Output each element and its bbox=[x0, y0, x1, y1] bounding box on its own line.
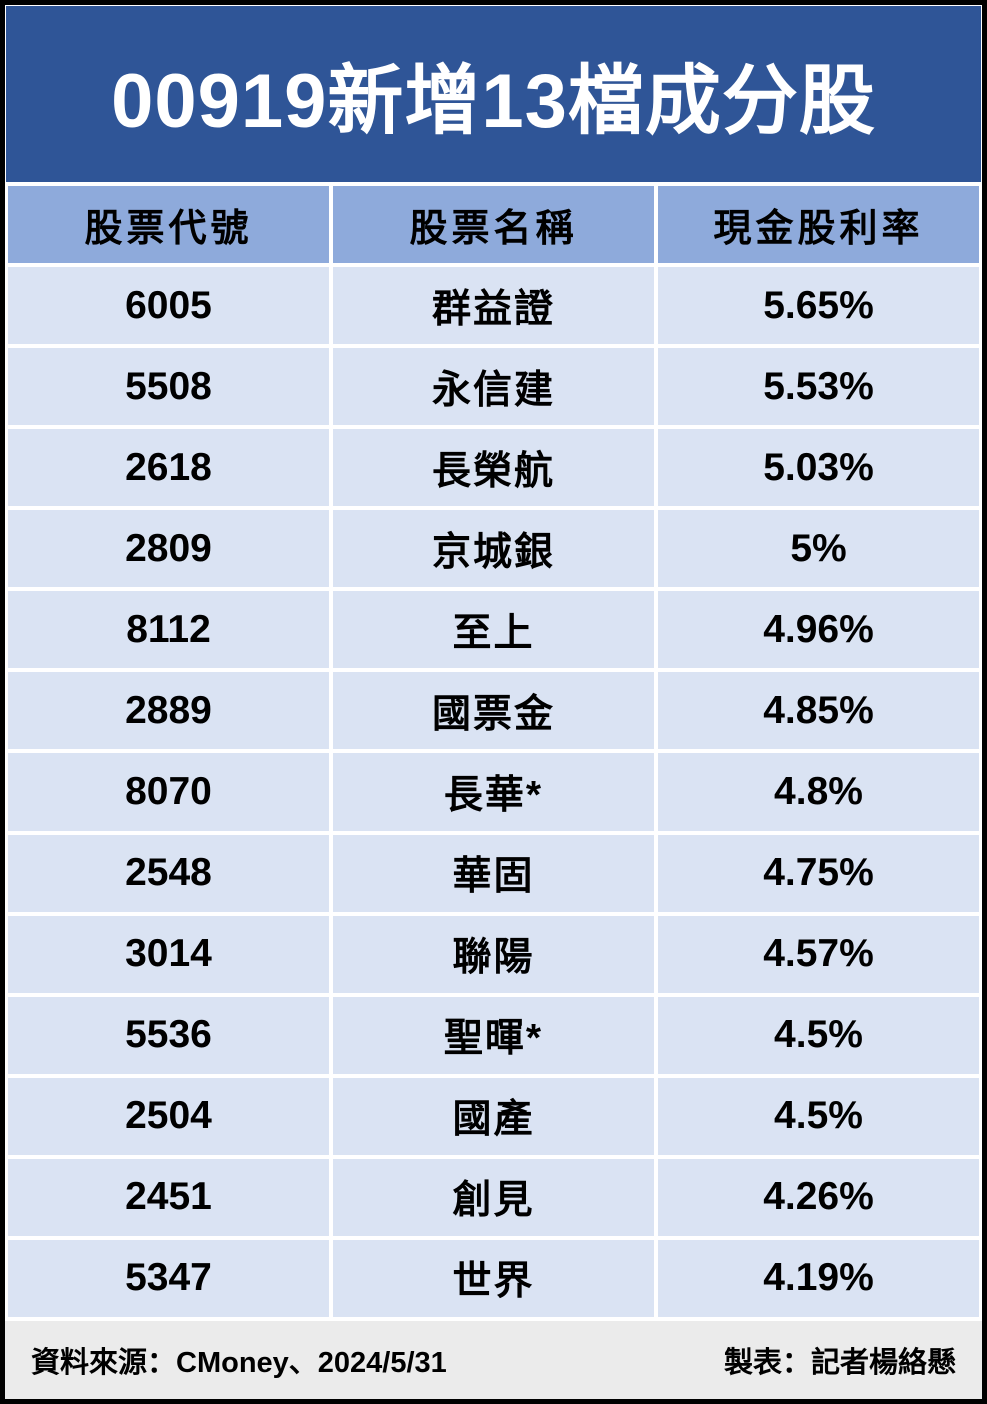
cell-stock-name: 長榮航 bbox=[333, 429, 654, 507]
cell-stock-name: 世界 bbox=[333, 1239, 654, 1317]
cell-stock-name: 永信建 bbox=[333, 348, 654, 426]
cell-stock-name: 至上 bbox=[333, 591, 654, 669]
cell-stock-name: 長華* bbox=[333, 753, 654, 831]
cell-stock-code: 2809 bbox=[8, 510, 329, 588]
cell-stock-code: 3014 bbox=[8, 915, 329, 993]
cell-stock-name: 華固 bbox=[333, 834, 654, 912]
cell-stock-code: 2548 bbox=[8, 834, 329, 912]
column-header-1: 股票名稱 bbox=[333, 186, 654, 264]
cell-stock-code: 2618 bbox=[8, 429, 329, 507]
cell-stock-name: 京城銀 bbox=[333, 510, 654, 588]
page-title: 00919新增13檔成分股 bbox=[111, 59, 876, 144]
cell-dividend-rate: 4.26% bbox=[658, 1158, 979, 1236]
cell-dividend-rate: 4.5% bbox=[658, 996, 979, 1074]
cell-stock-code: 8112 bbox=[8, 591, 329, 669]
cell-dividend-rate: 4.5% bbox=[658, 1077, 979, 1155]
cell-stock-code: 2504 bbox=[8, 1077, 329, 1155]
column-header-2: 現金股利率 bbox=[658, 186, 979, 264]
footer-bar: 資料來源：CMoney、2024/5/31 製表：記者楊絡懸 bbox=[5, 1321, 982, 1399]
cell-dividend-rate: 4.75% bbox=[658, 834, 979, 912]
data-source-text: 資料來源：CMoney、2024/5/31 bbox=[31, 1347, 447, 1379]
title-banner: 00919新增13檔成分股 bbox=[6, 6, 981, 182]
cell-dividend-rate: 4.19% bbox=[658, 1239, 979, 1317]
cell-stock-name: 創見 bbox=[333, 1158, 654, 1236]
cell-dividend-rate: 5.53% bbox=[658, 348, 979, 426]
cell-stock-name: 聖暉* bbox=[333, 996, 654, 1074]
cell-dividend-rate: 4.85% bbox=[658, 672, 979, 750]
cell-stock-code: 8070 bbox=[8, 753, 329, 831]
cell-stock-name: 國票金 bbox=[333, 672, 654, 750]
cell-dividend-rate: 4.57% bbox=[658, 915, 979, 993]
cell-stock-name: 群益證 bbox=[333, 267, 654, 345]
cell-stock-code: 5508 bbox=[8, 348, 329, 426]
cell-dividend-rate: 4.96% bbox=[658, 591, 979, 669]
credit-text: 製表：記者楊絡懸 bbox=[723, 1347, 956, 1379]
cell-stock-name: 國產 bbox=[333, 1077, 654, 1155]
cell-stock-code: 5536 bbox=[8, 996, 329, 1074]
cell-stock-code: 2889 bbox=[8, 672, 329, 750]
cell-stock-name: 聯陽 bbox=[333, 915, 654, 993]
cell-stock-code: 6005 bbox=[8, 267, 329, 345]
cell-dividend-rate: 5.65% bbox=[658, 267, 979, 345]
cell-stock-code: 5347 bbox=[8, 1239, 329, 1317]
infographic-body: 00919新增13檔成分股 股票代號 股票名稱 現金股利率 6005 群益證 5.65% 5… bbox=[5, 5, 982, 1399]
cell-dividend-rate: 5% bbox=[658, 510, 979, 588]
stocks-table: 股票代號 股票名稱 現金股利率 6005 群益證 5.65% 5508 永信建 5.53% 261… bbox=[5, 182, 982, 1321]
cell-dividend-rate: 5.03% bbox=[658, 429, 979, 507]
cell-dividend-rate: 4.8% bbox=[658, 753, 979, 831]
column-header-0: 股票代號 bbox=[8, 186, 329, 264]
cell-stock-code: 2451 bbox=[8, 1158, 329, 1236]
